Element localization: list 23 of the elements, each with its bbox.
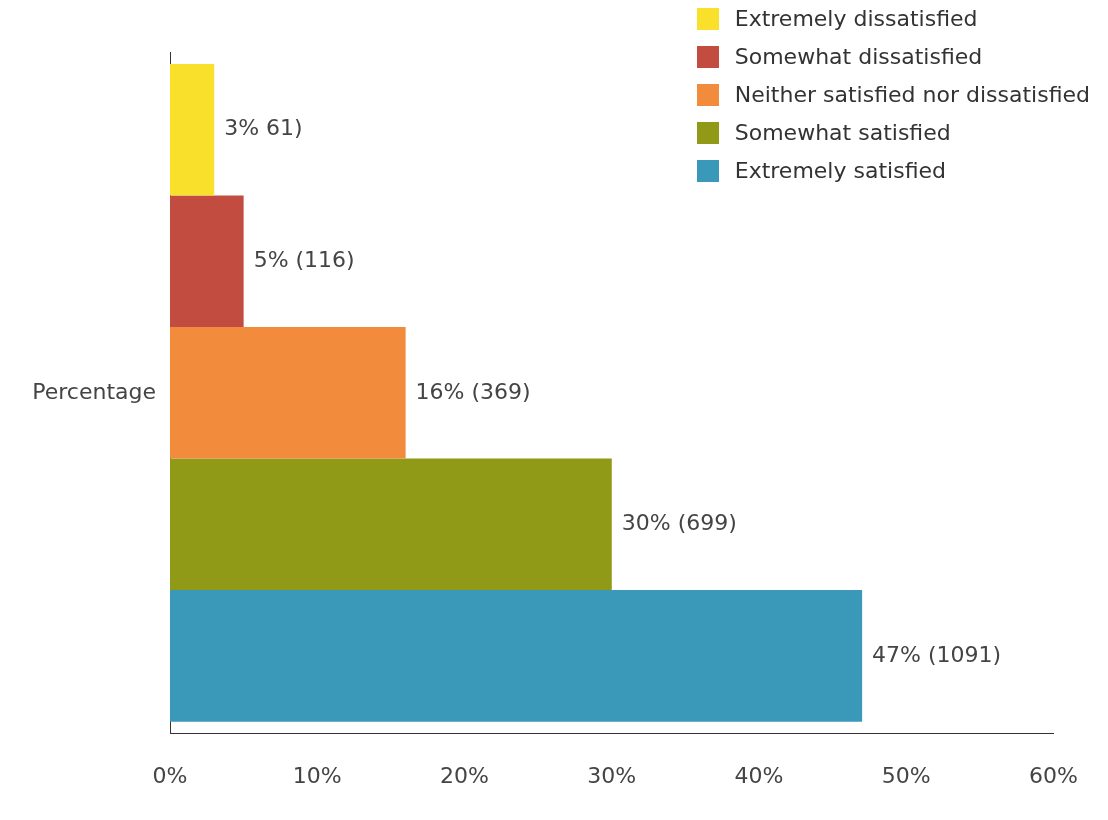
x-tick-label: 30% (587, 762, 637, 788)
x-tick-label: 40% (734, 762, 784, 788)
data-label: 47% (1091) (872, 641, 1002, 667)
bar (170, 458, 612, 591)
data-label: 30% (699) (621, 510, 737, 536)
bar (170, 63, 215, 196)
x-tick-label: 20% (440, 762, 489, 788)
legend-label: Somewhat satisfied (734, 119, 951, 147)
x-tick-label: 10% (292, 762, 342, 788)
data-label: 16% (369) (415, 378, 531, 404)
bar (170, 195, 244, 328)
x-tick-label: 50% (881, 762, 931, 788)
bar (170, 327, 406, 459)
y-axis-title: Percentage (32, 378, 156, 404)
legend-label: Extremely dissatisfied (734, 5, 978, 33)
data-label: 3% 61) (224, 115, 303, 141)
legend-label: Extremely satisfied (734, 157, 946, 185)
x-tick-label: 60% (1029, 762, 1078, 788)
bar (170, 590, 863, 722)
legend-label: Somewhat dissatisfied (734, 43, 983, 71)
data-label: 5% (116) (253, 246, 355, 272)
x-tick-label: 0% (152, 762, 188, 788)
legend-label: Neither satisfied nor dissatisfied (734, 81, 1090, 109)
